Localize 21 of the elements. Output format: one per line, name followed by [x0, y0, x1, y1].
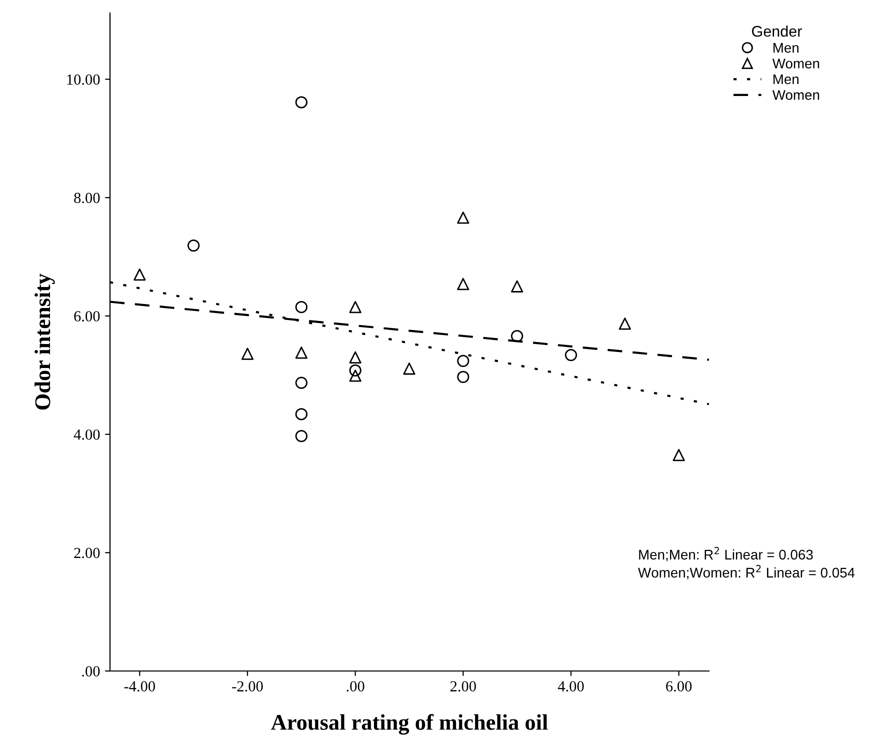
legend-label: Women	[772, 90, 820, 100]
annotation: Men;Men: R$^{2}$ Linear = 0.063	[639, 546, 813, 562]
x-tick-label: -2.00	[232, 681, 263, 692]
y-tick-label: 6.00	[74, 311, 100, 322]
x-tick-label: .00	[346, 681, 364, 692]
y-tick-label: 4.00	[74, 429, 100, 440]
legend-label: Men	[774, 43, 798, 53]
legend-title: Gender	[752, 26, 802, 37]
x-tick-label: 6.00	[666, 681, 692, 692]
x-axis-title: Arousal rating of michelia oil	[271, 714, 548, 735]
annotation: Women;Women: R$^{2}$ Linear = 0.054	[638, 564, 855, 580]
legend-label: Men	[774, 74, 798, 84]
y-tick-label: 8.00	[74, 192, 100, 204]
x-tick-label: -4.00	[124, 681, 155, 692]
y-tick-label: 10.00	[67, 74, 100, 85]
legend-label: Women	[772, 58, 820, 68]
y-tick-label: .00	[82, 666, 100, 677]
y-axis-title: Odor intensity	[34, 274, 55, 410]
y-tick-label: 2.00	[74, 548, 100, 558]
x-tick-label: 2.00	[450, 681, 476, 692]
x-tick-label: 4.00	[558, 681, 584, 692]
